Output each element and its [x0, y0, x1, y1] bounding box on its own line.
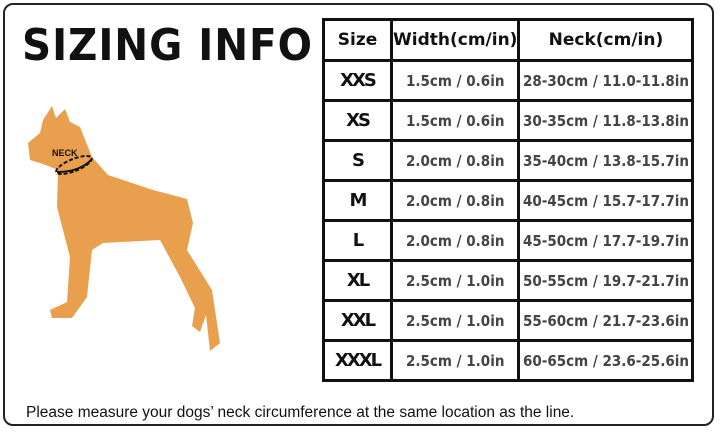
neck-cell: 50-55cm / 19.7-21.7in: [517, 259, 695, 302]
neck-cell: 60-65cm / 23.6-25.6in: [517, 339, 695, 382]
table-row: M 2.0cm / 0.8in 40-45cm / 15.7-17.7in: [322, 179, 695, 222]
width-cell: 2.5cm / 1.0in: [389, 339, 521, 382]
width-cell: 2.0cm / 0.8in: [389, 139, 521, 182]
outer-frame: [3, 3, 714, 426]
neck-label: NECK: [52, 148, 78, 158]
header-size: Size: [322, 18, 393, 62]
header-neck: Neck(cm/in): [517, 18, 695, 62]
size-cell: M: [322, 179, 393, 222]
size-cell: XS: [322, 99, 393, 142]
table-header-row: Size Width(cm/in) Neck(cm/in): [322, 18, 695, 62]
neck-cell: 35-40cm / 13.8-15.7in: [517, 139, 695, 182]
width-cell: 2.0cm / 0.8in: [389, 219, 521, 262]
neck-cell: 45-50cm / 17.7-19.7in: [517, 219, 695, 262]
width-cell: 2.5cm / 1.0in: [389, 259, 521, 302]
width-cell: 1.5cm / 0.6in: [389, 59, 521, 102]
neck-collar-line: [55, 154, 93, 176]
neck-cell: 30-35cm / 11.8-13.8in: [517, 99, 695, 142]
size-table: Size Width(cm/in) Neck(cm/in) XXS 1.5cm /…: [322, 18, 695, 382]
measure-note: Please measure your dogs’ neck circumfer…: [26, 404, 575, 421]
table-row: L 2.0cm / 0.8in 45-50cm / 17.7-19.7in: [322, 219, 695, 262]
width-cell: 2.5cm / 1.0in: [389, 299, 521, 342]
size-cell: XXS: [322, 59, 393, 102]
table-row: S 2.0cm / 0.8in 35-40cm / 13.8-15.7in: [322, 139, 695, 182]
table-row: XL 2.5cm / 1.0in 50-55cm / 19.7-21.7in: [322, 259, 695, 302]
dog-silhouette: NECK: [28, 106, 220, 351]
neck-cell: 40-45cm / 15.7-17.7in: [517, 179, 695, 222]
header-width: Width(cm/in): [389, 18, 521, 62]
table-row: XXXL 2.5cm / 1.0in 60-65cm / 23.6-25.6in: [322, 339, 695, 382]
dog-body: [28, 106, 220, 351]
size-cell: L: [322, 219, 393, 262]
table-row: XXL 2.5cm / 1.0in 55-60cm / 21.7-23.6in: [322, 299, 695, 342]
size-cell: S: [322, 139, 393, 182]
size-cell: XXXL: [322, 339, 393, 382]
size-cell: XL: [322, 259, 393, 302]
width-cell: 2.0cm / 0.8in: [389, 179, 521, 222]
neck-cell: 55-60cm / 21.7-23.6in: [517, 299, 695, 342]
page-title: SIZING INFO: [22, 20, 313, 71]
table-row: XS 1.5cm / 0.6in 30-35cm / 11.8-13.8in: [322, 99, 695, 142]
table-row: XXS 1.5cm / 0.6in 28-30cm / 11.0-11.8in: [322, 59, 695, 102]
neck-collar-front: [56, 158, 93, 173]
size-cell: XXL: [322, 299, 393, 342]
width-cell: 1.5cm / 0.6in: [389, 99, 521, 142]
neck-cell: 28-30cm / 11.0-11.8in: [517, 59, 695, 102]
